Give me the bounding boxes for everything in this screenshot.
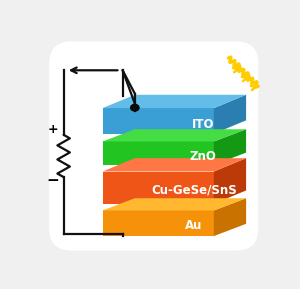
Text: ITO: ITO <box>191 118 214 131</box>
Polygon shape <box>103 108 214 134</box>
Text: −: − <box>47 173 59 188</box>
Polygon shape <box>214 129 246 165</box>
Text: +: + <box>48 123 58 136</box>
Text: ZnO: ZnO <box>189 150 216 163</box>
Polygon shape <box>103 95 246 108</box>
Polygon shape <box>103 172 214 204</box>
Text: Cu-GeSe/SnS: Cu-GeSe/SnS <box>151 184 237 197</box>
Polygon shape <box>214 198 246 236</box>
FancyBboxPatch shape <box>49 41 258 251</box>
Polygon shape <box>103 142 214 165</box>
Text: Au: Au <box>185 219 202 232</box>
Polygon shape <box>103 198 246 210</box>
Polygon shape <box>103 129 246 142</box>
Polygon shape <box>103 210 214 236</box>
Polygon shape <box>103 158 246 172</box>
Polygon shape <box>214 158 246 204</box>
Ellipse shape <box>130 104 140 112</box>
Polygon shape <box>214 95 246 134</box>
